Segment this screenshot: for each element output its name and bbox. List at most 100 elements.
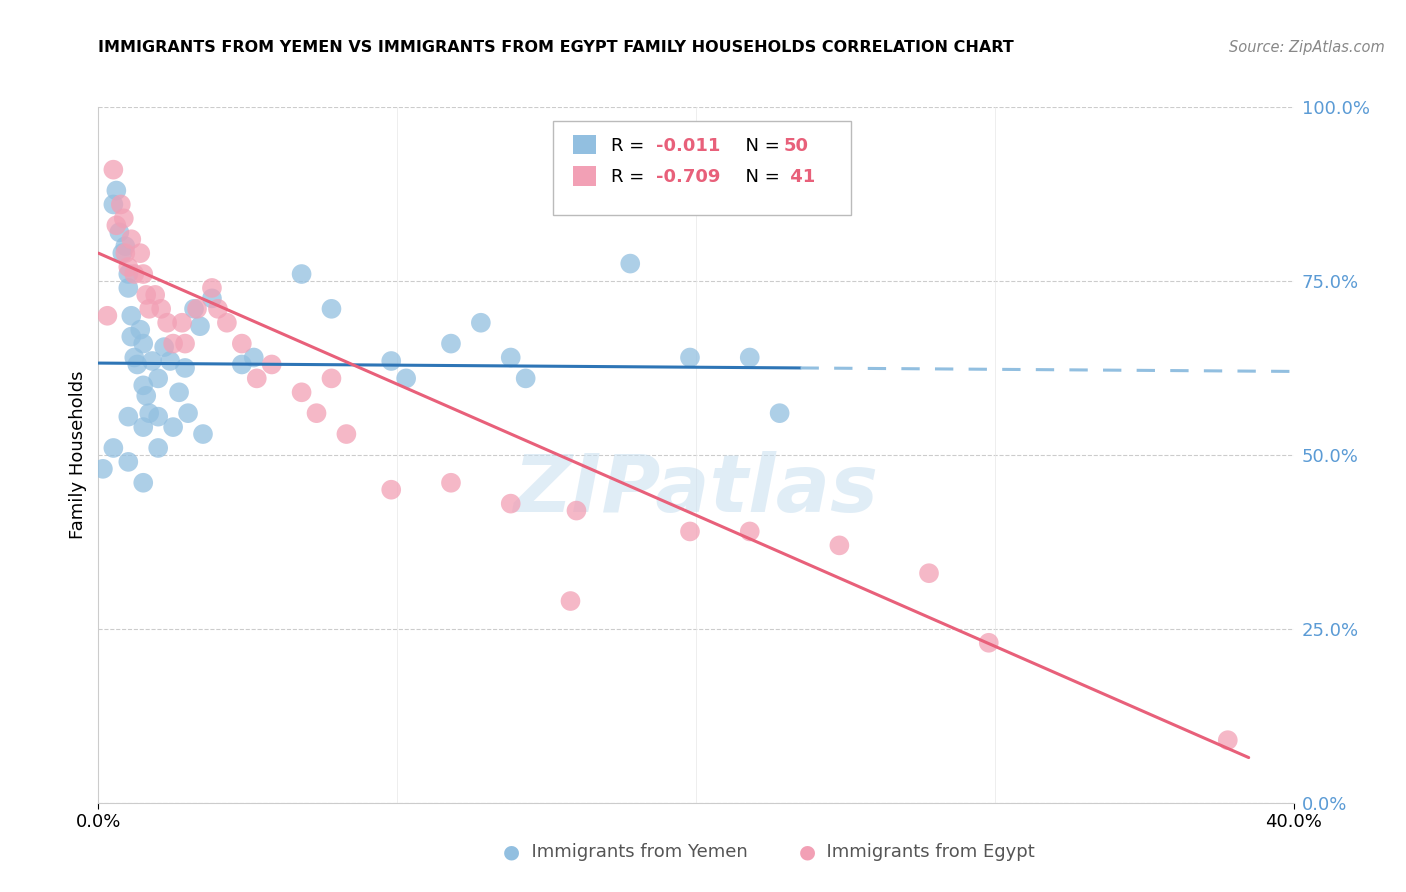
Bar [572, 166, 596, 186]
Text: IMMIGRANTS FROM YEMEN VS IMMIGRANTS FROM EGYPT FAMILY HOUSEHOLDS CORRELATION CHA: IMMIGRANTS FROM YEMEN VS IMMIGRANTS FROM… [98, 40, 1014, 55]
Point [207, 301, 229, 316]
Point [117, 267, 139, 281]
Point [243, 351, 266, 365]
Text: ZIPatlas: ZIPatlas [513, 450, 879, 529]
Point [977, 636, 1000, 650]
Point [96, 309, 118, 323]
Point [132, 420, 155, 434]
Text: Immigrants from Yemen: Immigrants from Yemen [520, 843, 748, 861]
Point [112, 211, 135, 226]
Point [132, 267, 155, 281]
Point [138, 406, 160, 420]
Point [440, 475, 463, 490]
Point [120, 309, 142, 323]
Point [172, 316, 194, 330]
Point [148, 441, 170, 455]
Point [188, 319, 211, 334]
Point [470, 316, 492, 330]
Point [143, 288, 166, 302]
Text: Source: ZipAtlas.com: Source: ZipAtlas.com [1229, 40, 1385, 55]
Point [183, 301, 205, 316]
Point [141, 354, 163, 368]
Point [162, 336, 184, 351]
Point [619, 256, 641, 270]
Point [124, 267, 146, 281]
Point [148, 371, 170, 385]
Point [290, 267, 312, 281]
Point [129, 323, 152, 337]
Point [124, 351, 146, 365]
Point [305, 406, 328, 420]
Point [679, 524, 702, 539]
FancyBboxPatch shape [553, 121, 852, 215]
Point [132, 336, 155, 351]
Point [191, 427, 214, 442]
Point [565, 503, 588, 517]
Point [103, 441, 125, 455]
Point [114, 246, 136, 260]
Point [110, 197, 132, 211]
Point [108, 225, 131, 239]
Point [246, 371, 269, 385]
Point [918, 566, 941, 581]
Point [117, 455, 139, 469]
Point [117, 281, 139, 295]
Point [156, 316, 179, 330]
Point [321, 371, 343, 385]
Point [186, 301, 208, 316]
Point [138, 301, 160, 316]
Point [111, 246, 134, 260]
Point [515, 371, 537, 385]
Point [114, 239, 136, 253]
Point [174, 360, 197, 375]
Point [153, 340, 176, 354]
Point [120, 232, 142, 246]
Point [380, 483, 402, 497]
Point [440, 336, 463, 351]
Point [769, 406, 792, 420]
Point [828, 538, 851, 552]
Text: 41: 41 [785, 168, 815, 186]
Point [215, 316, 238, 330]
Point [167, 385, 190, 400]
Text: -0.011: -0.011 [657, 136, 720, 154]
Point [162, 420, 184, 434]
Point [91, 462, 114, 476]
Point [260, 358, 283, 372]
Point [103, 197, 125, 211]
Point [738, 351, 761, 365]
Point [105, 219, 128, 233]
Text: R =: R = [610, 168, 650, 186]
Text: Immigrants from Egypt: Immigrants from Egypt [815, 843, 1035, 861]
Point [132, 475, 155, 490]
Point [135, 389, 157, 403]
Point [174, 336, 197, 351]
Point [738, 524, 761, 539]
Point [103, 162, 125, 177]
Point [120, 329, 142, 343]
Point [380, 354, 402, 368]
Point [321, 301, 343, 316]
Point [1216, 733, 1239, 747]
Point [177, 406, 200, 420]
Point [201, 281, 224, 295]
Point [201, 291, 224, 305]
Point [395, 371, 418, 385]
Point [150, 301, 173, 316]
Text: 50: 50 [785, 136, 808, 154]
Point [132, 378, 155, 392]
Text: ●: ● [799, 842, 815, 862]
Point [679, 351, 702, 365]
Point [560, 594, 582, 608]
Text: N =: N = [734, 136, 785, 154]
Text: -0.709: -0.709 [657, 168, 720, 186]
Bar [572, 135, 596, 154]
Y-axis label: Family Households: Family Households [69, 371, 87, 539]
Point [105, 184, 128, 198]
Point [148, 409, 170, 424]
Point [499, 497, 522, 511]
Text: ●: ● [503, 842, 520, 862]
Point [231, 358, 253, 372]
Point [159, 354, 181, 368]
Point [231, 336, 253, 351]
